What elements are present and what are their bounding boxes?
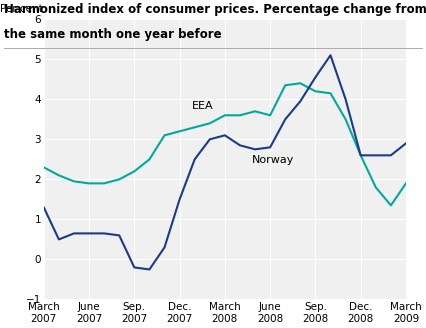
Text: Norway: Norway	[252, 155, 294, 165]
Text: Per cent: Per cent	[0, 4, 43, 14]
Text: Harmonized index of consumer prices. Percentage change from: Harmonized index of consumer prices. Per…	[4, 3, 426, 16]
Text: EEA: EEA	[192, 101, 213, 111]
Text: the same month one year before: the same month one year before	[4, 28, 222, 41]
